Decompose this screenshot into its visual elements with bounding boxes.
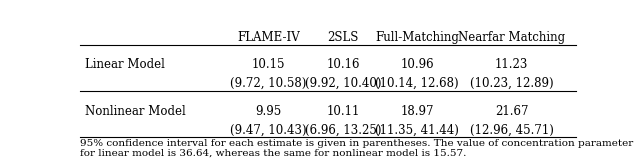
Text: (10.23, 12.89): (10.23, 12.89) xyxy=(470,77,554,90)
Text: (10.14, 12.68): (10.14, 12.68) xyxy=(376,77,459,90)
Text: 95% confidence interval for each estimate is given in parentheses. The value of : 95% confidence interval for each estimat… xyxy=(80,139,633,158)
Text: 10.16: 10.16 xyxy=(326,58,360,71)
Text: (9.47, 10.43): (9.47, 10.43) xyxy=(230,124,307,137)
Text: (9.72, 10.58): (9.72, 10.58) xyxy=(230,77,307,90)
Text: Nearfar Matching: Nearfar Matching xyxy=(458,31,565,44)
Text: Linear Model: Linear Model xyxy=(85,58,165,71)
Text: (9.92, 10.40): (9.92, 10.40) xyxy=(305,77,381,90)
Text: (11.35, 41.44): (11.35, 41.44) xyxy=(375,124,460,137)
Text: 2SLS: 2SLS xyxy=(327,31,358,44)
Text: (6.96, 13.25): (6.96, 13.25) xyxy=(305,124,381,137)
Text: 9.95: 9.95 xyxy=(255,105,282,118)
Text: Nonlinear Model: Nonlinear Model xyxy=(85,105,186,118)
Text: Full-Matching: Full-Matching xyxy=(375,31,460,44)
Text: FLAME-IV: FLAME-IV xyxy=(237,31,300,44)
Text: 11.23: 11.23 xyxy=(495,58,528,71)
Text: 10.96: 10.96 xyxy=(401,58,434,71)
Text: 10.15: 10.15 xyxy=(252,58,285,71)
Text: 10.11: 10.11 xyxy=(326,105,360,118)
Text: 21.67: 21.67 xyxy=(495,105,528,118)
Text: (12.96, 45.71): (12.96, 45.71) xyxy=(470,124,554,137)
Text: 18.97: 18.97 xyxy=(401,105,434,118)
